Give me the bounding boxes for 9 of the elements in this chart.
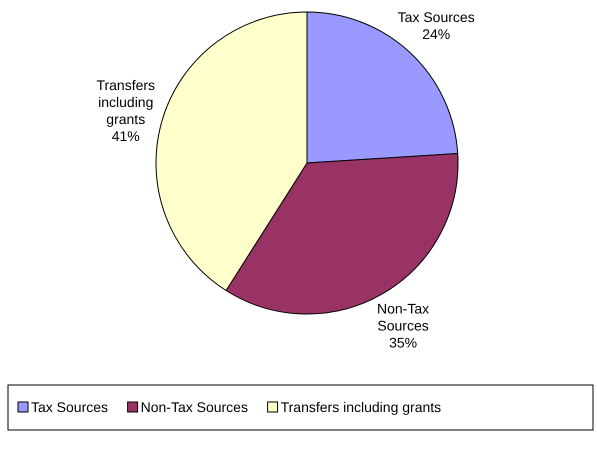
legend-label: Non-Tax Sources [140, 399, 248, 415]
legend-label: Tax Sources [31, 399, 108, 415]
legend-label: Transfers including grants [280, 399, 442, 415]
slice-label: Non-Tax Sources [377, 300, 430, 334]
data-label: 41% [112, 128, 140, 144]
data-label: 35% [389, 334, 418, 350]
slice-label: Tax Sources [398, 8, 475, 25]
slice-label: Transfers including grants [96, 76, 156, 127]
data-label: 24% [422, 26, 450, 42]
